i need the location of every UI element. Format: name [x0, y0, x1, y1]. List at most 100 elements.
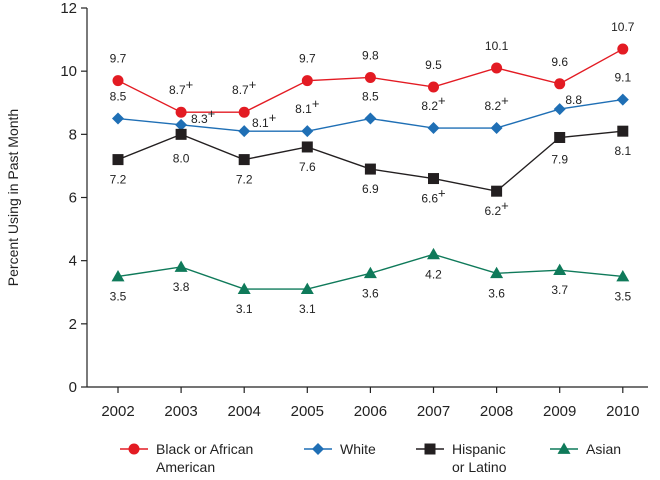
data-point-black — [175, 106, 187, 118]
data-point-asian — [427, 247, 440, 260]
data-label-asian: 3.5 — [614, 289, 631, 303]
data-point-hispanic — [301, 141, 313, 153]
x-tick-label: 2006 — [354, 403, 387, 420]
data-label-asian: 3.6 — [362, 286, 379, 300]
data-point-asian — [111, 269, 125, 282]
data-label-asian: 3.5 — [110, 289, 127, 303]
data-label-hispanic: 7.6 — [299, 160, 316, 174]
y-tick-label: 2 — [69, 316, 77, 333]
data-point-white — [364, 112, 377, 125]
data-label-asian: 3.8 — [173, 280, 190, 294]
data-point-hispanic — [491, 185, 503, 197]
data-point-white — [427, 122, 440, 135]
significance-marker: + — [208, 106, 216, 121]
data-point-white — [175, 118, 188, 131]
data-point-asian — [174, 260, 188, 272]
legend-item-asian: Asian — [550, 441, 621, 457]
y-axis-title: Percent Using in Past Month — [5, 109, 21, 286]
y-tick-label: 6 — [69, 190, 77, 207]
significance-marker: + — [501, 93, 509, 108]
x-tick-label: 2008 — [480, 403, 513, 420]
data-label-hispanic: 6.6+ — [421, 186, 445, 206]
legend-label-black: American — [156, 459, 215, 475]
x-tick-label: 2005 — [291, 403, 324, 420]
data-label-black: 9.7 — [110, 52, 127, 66]
data-point-black — [364, 71, 376, 83]
data-label-white: 8.8 — [565, 93, 582, 107]
data-point-hispanic — [112, 154, 124, 166]
data-label-white: 8.2+ — [421, 93, 445, 113]
series-layer — [111, 43, 630, 294]
data-label-white: 8.3+ — [191, 106, 215, 126]
data-label-white: 8.5 — [110, 90, 127, 104]
data-point-white — [112, 112, 124, 125]
series-hispanic — [112, 125, 629, 197]
x-tick-label: 2007 — [417, 403, 450, 420]
data-point-hispanic — [428, 173, 439, 185]
significance-marker: + — [438, 93, 446, 108]
x-tick-label: 2009 — [543, 403, 576, 420]
data-label-white: 8.1+ — [295, 96, 319, 116]
data-point-white — [616, 93, 629, 106]
legend-item-white: White — [304, 441, 376, 457]
x-tick-label: 2010 — [606, 403, 639, 420]
series-asian — [111, 247, 630, 294]
x-tick-label: 2004 — [228, 403, 261, 420]
y-tick-label: 12 — [60, 0, 77, 17]
data-point-white — [301, 125, 314, 138]
y-tick-label: 10 — [60, 63, 77, 80]
data-label-asian: 3.7 — [551, 283, 568, 297]
data-label-black: 9.5 — [425, 58, 442, 72]
data-point-hispanic — [175, 128, 187, 140]
data-label-black: 9.6 — [551, 55, 568, 69]
significance-marker: + — [249, 77, 257, 92]
data-point-white — [490, 122, 503, 135]
significance-marker: + — [186, 77, 194, 92]
data-label-hispanic: 7.2 — [236, 173, 253, 187]
data-label-asian: 3.1 — [236, 302, 253, 316]
legend-marker-white — [312, 443, 324, 455]
data-point-black — [238, 106, 250, 118]
significance-marker: + — [312, 96, 320, 111]
data-point-black — [491, 62, 503, 74]
y-tick-label: 4 — [69, 253, 77, 270]
legend-item-hispanic: Hispanic or Latino — [416, 441, 507, 475]
x-tick-label: 2003 — [164, 403, 197, 420]
data-point-white — [553, 103, 566, 116]
data-label-hispanic: 8.0 — [173, 151, 190, 165]
legend-label-hispanic: or Latino — [452, 459, 507, 475]
data-label-white: 8.2+ — [484, 93, 508, 113]
data-point-asian — [616, 269, 630, 282]
data-label-white: 8.5 — [362, 90, 379, 104]
y-tick-label: 8 — [69, 126, 77, 143]
data-label-asian: 4.2 — [425, 267, 442, 281]
data-point-white — [238, 125, 251, 138]
data-point-asian — [237, 282, 251, 294]
legend-label-black: Black or African — [156, 441, 253, 457]
series-white — [112, 93, 629, 138]
data-point-asian — [553, 263, 567, 276]
data-label-black: 9.7 — [299, 52, 316, 66]
x-tick-label: 2002 — [101, 403, 134, 420]
data-label-asian: 3.6 — [488, 286, 505, 300]
data-point-hispanic — [238, 154, 250, 166]
legend-item-black: Black or African American — [120, 441, 253, 475]
significance-marker: + — [438, 186, 446, 201]
legend-marker-black — [128, 443, 140, 455]
data-label-black: 10.1 — [485, 39, 509, 53]
data-point-asian — [300, 282, 314, 294]
data-point-black — [428, 81, 439, 93]
legend-marker-asian — [557, 442, 571, 454]
data-point-asian — [490, 266, 504, 279]
data-point-hispanic — [364, 163, 376, 175]
legend-marker-hispanic — [424, 443, 436, 455]
data-point-black — [112, 75, 124, 87]
significance-marker: + — [501, 198, 509, 213]
data-label-hispanic: 7.2 — [110, 173, 127, 187]
data-label-black: 8.7+ — [169, 77, 193, 97]
data-point-asian — [363, 266, 377, 279]
legend-label-hispanic: Hispanic — [452, 441, 506, 457]
y-tick-label: 0 — [69, 379, 77, 396]
data-point-black — [617, 43, 629, 55]
